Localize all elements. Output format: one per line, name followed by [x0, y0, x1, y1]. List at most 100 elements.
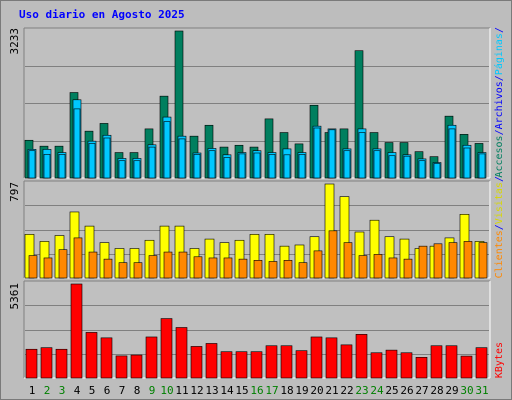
bar-paginas-19 — [298, 154, 306, 179]
bar-kbytes-4 — [70, 283, 83, 379]
day-label: 3 — [59, 384, 66, 397]
bar-kbytes-7 — [115, 355, 128, 379]
bar-clientes-25 — [388, 257, 398, 279]
day-label: 20 — [310, 384, 323, 397]
bar-kbytes-10 — [160, 318, 173, 379]
bar-kbytes-20 — [310, 336, 323, 379]
bar-clientes-11 — [178, 251, 188, 279]
bar-paginas-7 — [118, 160, 126, 179]
bar-clientes-29 — [448, 242, 458, 279]
bar-clientes-12 — [193, 256, 203, 279]
bar-clientes-22 — [343, 242, 353, 279]
day-label: 1 — [29, 384, 36, 397]
bar-paginas-4 — [73, 108, 81, 179]
bar-kbytes-2 — [40, 347, 53, 379]
day-label: 30 — [460, 384, 473, 397]
bar-paginas-28 — [433, 163, 441, 179]
day-label: 2 — [44, 384, 51, 397]
middle-panel-legend: Clientes/Visitas/ — [494, 176, 505, 278]
bar-paginas-17 — [268, 154, 276, 179]
day-label: 15 — [235, 384, 248, 397]
bar-paginas-16 — [253, 152, 261, 179]
bar-paginas-1 — [28, 150, 36, 179]
bar-paginas-30 — [463, 147, 471, 179]
bar-paginas-22 — [343, 150, 351, 179]
bar-kbytes-25 — [385, 349, 398, 379]
bar-kbytes-19 — [295, 350, 308, 379]
bottom-panel-legend: KBytes — [494, 342, 505, 378]
legend-separator: / — [494, 27, 505, 34]
bar-paginas-14 — [223, 157, 231, 179]
bar-kbytes-31 — [475, 347, 488, 379]
bar-clientes-15 — [238, 258, 248, 279]
legend-separator: / — [494, 223, 505, 230]
bar-clientes-19 — [298, 262, 308, 279]
day-label: 19 — [295, 384, 308, 397]
bar-kbytes-16 — [250, 351, 263, 379]
legend-clientes: Clientes — [494, 229, 505, 278]
bar-paginas-3 — [58, 154, 66, 179]
bar-paginas-13 — [208, 150, 216, 179]
bar-kbytes-22 — [340, 344, 353, 379]
bar-clientes-13 — [208, 257, 218, 279]
day-label: 27 — [415, 384, 428, 397]
bar-paginas-21 — [328, 129, 336, 179]
bar-kbytes-29 — [445, 345, 458, 379]
legend-accesos: Accesos — [494, 135, 505, 178]
bar-paginas-12 — [193, 154, 201, 179]
bar-clientes-5 — [88, 251, 98, 279]
bar-kbytes-12 — [190, 346, 203, 379]
legend-archivos: Archivos — [494, 81, 505, 130]
bar-kbytes-8 — [130, 354, 143, 379]
top-panel-legend: Accesos/Archivos/Páginas/ — [494, 27, 505, 178]
day-label: 5 — [89, 384, 96, 397]
bar-kbytes-28 — [430, 345, 443, 379]
bar-kbytes-1 — [25, 348, 38, 379]
bar-kbytes-23 — [355, 334, 368, 379]
day-label: 16 — [250, 384, 263, 397]
bar-clientes-20 — [313, 250, 323, 279]
bar-kbytes-13 — [205, 343, 218, 379]
day-label: 22 — [340, 384, 353, 397]
bar-clientes-27 — [418, 245, 428, 279]
bar-paginas-23 — [358, 132, 366, 179]
day-label: 13 — [205, 384, 218, 397]
bar-clientes-31 — [478, 242, 488, 279]
bar-paginas-9 — [148, 146, 156, 179]
day-label: 31 — [475, 384, 488, 397]
legend-separator: / — [494, 129, 505, 136]
bar-clientes-28 — [433, 243, 443, 279]
day-label: 25 — [385, 384, 398, 397]
bar-kbytes-24 — [370, 352, 383, 379]
bar-kbytes-14 — [220, 351, 233, 379]
bar-clientes-21 — [328, 230, 338, 279]
bar-clientes-7 — [118, 262, 128, 279]
top-panel-ymax-label: 3233 — [8, 28, 21, 55]
bar-paginas-27 — [418, 160, 426, 179]
day-label: 10 — [160, 384, 173, 397]
day-label: 6 — [104, 384, 111, 397]
bar-paginas-8 — [133, 160, 141, 179]
bar-clientes-9 — [148, 255, 158, 279]
day-label: 29 — [445, 384, 458, 397]
day-label: 7 — [119, 384, 126, 397]
bar-kbytes-15 — [235, 351, 248, 379]
bar-paginas-15 — [238, 153, 246, 179]
legend-separator: / — [494, 175, 505, 182]
bar-clientes-17 — [268, 261, 278, 279]
legend-kbytes: KBytes — [494, 341, 505, 378]
bar-kbytes-18 — [280, 345, 293, 379]
bar-clientes-16 — [253, 260, 263, 279]
bar-clientes-3 — [58, 249, 68, 279]
bar-clientes-26 — [403, 258, 413, 279]
day-label: 4 — [74, 384, 81, 397]
bar-kbytes-17 — [265, 345, 278, 379]
bar-clientes-18 — [283, 260, 293, 279]
day-label: 21 — [325, 384, 338, 397]
bar-kbytes-27 — [415, 357, 428, 379]
bottom-panel-ymax-label: 5361 — [8, 283, 21, 310]
legend-paginas: Páginas — [494, 33, 505, 76]
middle-panel-ymax-label: 797 — [8, 182, 21, 202]
bar-clientes-2 — [43, 257, 53, 279]
bar-kbytes-30 — [460, 355, 473, 379]
